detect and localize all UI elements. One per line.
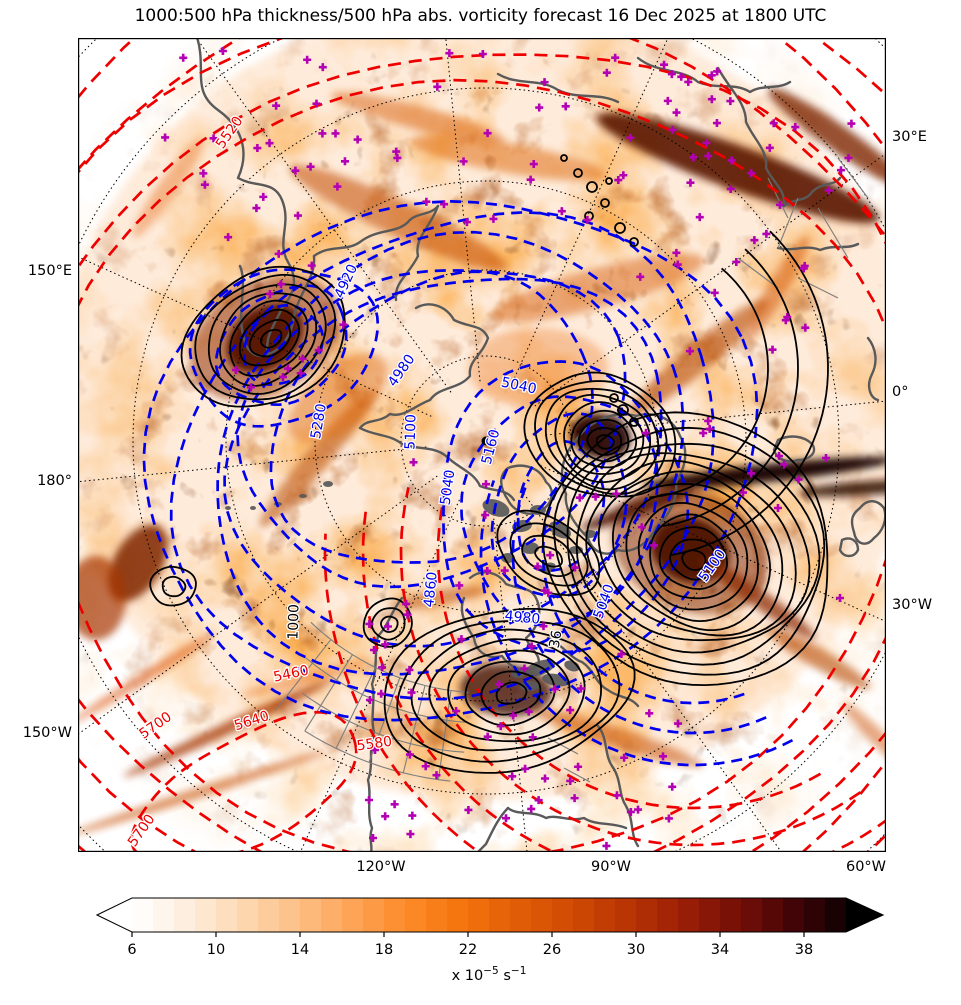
axis-tick-label-bottom: 60°W (845, 859, 887, 875)
pole-marker (481, 436, 491, 446)
colorbar-tick-label: 30 (627, 942, 645, 958)
map-panel: 4920 4980 5100 5040 5160 5040 4980 5280 4860 5040… (78, 38, 886, 852)
thickness-low-label: 5040 (438, 469, 459, 507)
vorticity-max-markers (161, 47, 856, 850)
colorbar-ticks (131, 932, 805, 937)
axis-tick-label-right: 0° (892, 384, 909, 400)
colorbar-tick-label: 14 (291, 942, 309, 958)
colorbar-tick-label: 26 (543, 942, 561, 958)
vorticity-label: 36 (547, 629, 566, 649)
colorbar-tick-label: 18 (375, 942, 393, 958)
colorbar-tick-label: 34 (711, 942, 729, 958)
axis-tick-label-right: 30°E (892, 129, 927, 145)
colorbar-extend-right (846, 898, 883, 932)
colorbar-extend-left (97, 898, 132, 932)
colorbar-tick-label: 22 (459, 942, 477, 958)
axis-tick-label-left: 180° (37, 473, 72, 489)
axis-tick-label-left: 150°E (27, 263, 72, 279)
colorbar-canvas: 6 10 14 18 22 26 30 34 38 x 10−5 s−1 (95, 897, 885, 984)
colorbar-tick-labels: 6 10 14 18 22 26 30 34 38 (127, 942, 813, 958)
colorbar-tick-label: 38 (795, 942, 813, 958)
axis-tick-label-left: 150°W (22, 725, 72, 741)
colorbar-outline (95, 897, 885, 933)
thickness-high-contours (78, 38, 886, 852)
thickness-low-contours (142, 200, 794, 767)
thickness-low-label: 5100 (402, 414, 419, 450)
axis-tick-label-right: 30°W (892, 597, 933, 613)
thickness-low-label: 4860 (421, 571, 441, 608)
axis-tick-label-bottom: 90°W (590, 859, 632, 875)
colorbar-tick-label: 10 (207, 942, 225, 958)
thickness-low-label: 4980 (504, 608, 541, 628)
thickness-high-label: 5580 (356, 734, 394, 755)
axis-tick-label-bottom: 120°W (356, 859, 406, 875)
colorbar: 6 10 14 18 22 26 30 34 38 x 10−5 s−1 (60, 891, 921, 1001)
vorticity-label: 1000 (285, 604, 302, 640)
colorbar-tick-label: 6 (127, 942, 136, 958)
page-title: 1000:500 hPa thickness/500 hPa abs. vort… (134, 6, 827, 26)
map-border (78, 38, 886, 852)
colorbar-gradient (132, 898, 847, 932)
colorbar-unit-label: x 10−5 s−1 (452, 965, 527, 984)
